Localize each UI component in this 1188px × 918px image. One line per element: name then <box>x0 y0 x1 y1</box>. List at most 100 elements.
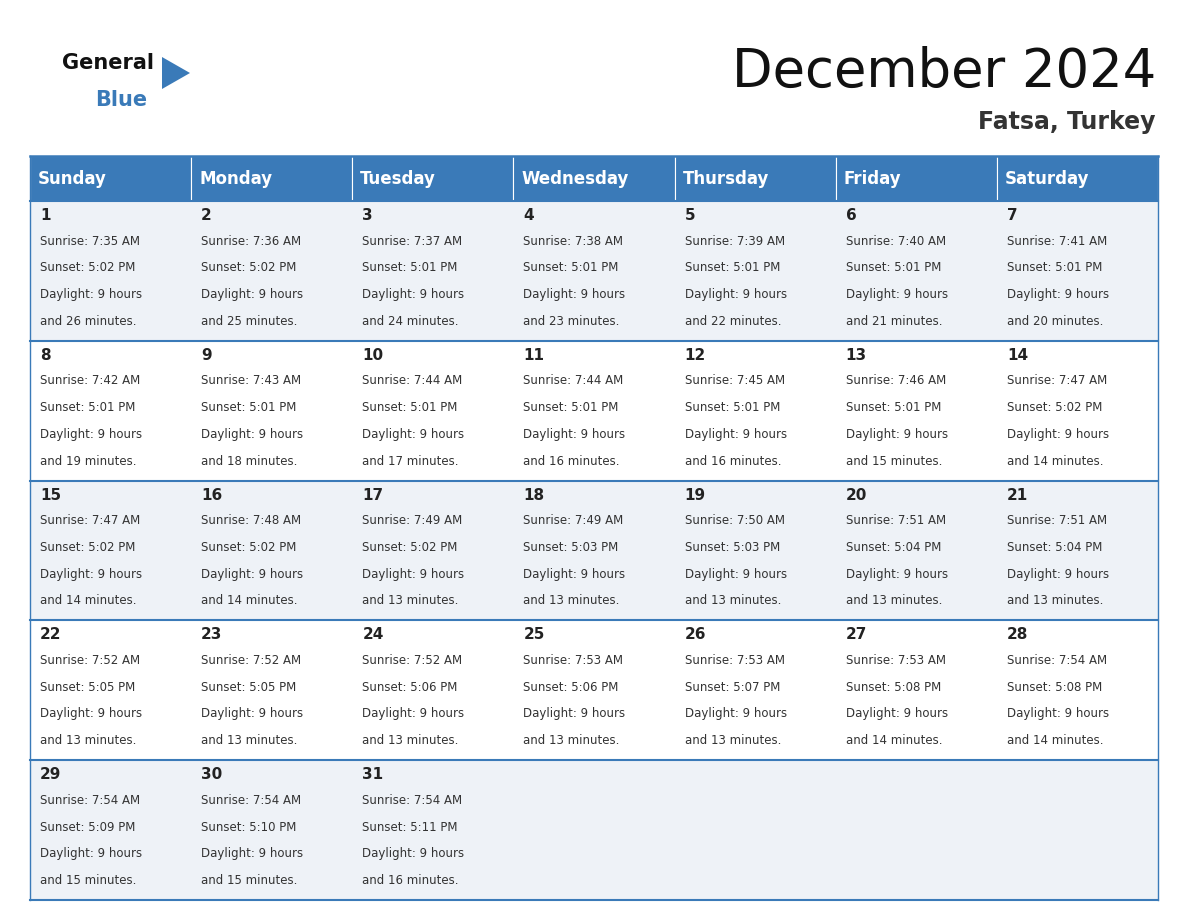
Text: Daylight: 9 hours: Daylight: 9 hours <box>362 847 465 860</box>
Text: 21: 21 <box>1007 487 1028 502</box>
Text: Sunset: 5:06 PM: Sunset: 5:06 PM <box>362 681 457 694</box>
Text: Sunset: 5:02 PM: Sunset: 5:02 PM <box>40 262 135 274</box>
Text: 6: 6 <box>846 208 857 223</box>
Text: Sunset: 5:02 PM: Sunset: 5:02 PM <box>362 541 457 554</box>
Text: Sunset: 5:04 PM: Sunset: 5:04 PM <box>1007 541 1102 554</box>
Text: Sunset: 5:01 PM: Sunset: 5:01 PM <box>846 401 941 414</box>
Text: Daylight: 9 hours: Daylight: 9 hours <box>201 567 303 581</box>
Bar <box>997 201 1158 341</box>
Bar <box>835 201 997 341</box>
Text: 9: 9 <box>201 348 211 363</box>
Text: Daylight: 9 hours: Daylight: 9 hours <box>1007 567 1108 581</box>
Text: Daylight: 9 hours: Daylight: 9 hours <box>40 428 143 441</box>
Text: and 14 minutes.: and 14 minutes. <box>846 734 942 747</box>
Text: Sunset: 5:10 PM: Sunset: 5:10 PM <box>201 821 297 834</box>
Text: 7: 7 <box>1007 208 1017 223</box>
Text: 22: 22 <box>40 627 62 643</box>
Text: Sunset: 5:02 PM: Sunset: 5:02 PM <box>201 541 297 554</box>
Text: 28: 28 <box>1007 627 1029 643</box>
Text: and 22 minutes.: and 22 minutes. <box>684 315 781 328</box>
Bar <box>191 201 353 341</box>
Text: Sunrise: 7:47 AM: Sunrise: 7:47 AM <box>40 514 140 527</box>
Bar <box>675 341 835 481</box>
Bar <box>30 156 191 201</box>
Text: and 14 minutes.: and 14 minutes. <box>1007 454 1104 467</box>
Bar <box>353 760 513 900</box>
Text: and 13 minutes.: and 13 minutes. <box>362 594 459 608</box>
Text: 31: 31 <box>362 767 384 782</box>
Text: General: General <box>62 53 154 73</box>
Text: 26: 26 <box>684 627 706 643</box>
Bar <box>191 156 353 201</box>
Text: 27: 27 <box>846 627 867 643</box>
Text: and 21 minutes.: and 21 minutes. <box>846 315 942 328</box>
Text: Sunrise: 7:54 AM: Sunrise: 7:54 AM <box>201 794 302 807</box>
Bar <box>997 156 1158 201</box>
Text: Sunset: 5:06 PM: Sunset: 5:06 PM <box>524 681 619 694</box>
Text: Sunset: 5:04 PM: Sunset: 5:04 PM <box>846 541 941 554</box>
Bar <box>835 621 997 760</box>
Bar <box>191 341 353 481</box>
Text: and 17 minutes.: and 17 minutes. <box>362 454 459 467</box>
Text: and 13 minutes.: and 13 minutes. <box>362 734 459 747</box>
Text: Sunrise: 7:53 AM: Sunrise: 7:53 AM <box>524 655 624 667</box>
Text: Daylight: 9 hours: Daylight: 9 hours <box>524 288 626 301</box>
Text: and 16 minutes.: and 16 minutes. <box>362 874 459 887</box>
Text: 23: 23 <box>201 627 222 643</box>
Text: and 13 minutes.: and 13 minutes. <box>1007 594 1104 608</box>
Text: Daylight: 9 hours: Daylight: 9 hours <box>846 708 948 721</box>
Text: Sunrise: 7:47 AM: Sunrise: 7:47 AM <box>1007 375 1107 387</box>
Text: Daylight: 9 hours: Daylight: 9 hours <box>1007 428 1108 441</box>
Text: 13: 13 <box>846 348 867 363</box>
Text: Sunset: 5:01 PM: Sunset: 5:01 PM <box>684 262 781 274</box>
Text: and 18 minutes.: and 18 minutes. <box>201 454 297 467</box>
Text: Sunset: 5:02 PM: Sunset: 5:02 PM <box>40 541 135 554</box>
Bar <box>191 621 353 760</box>
Bar <box>835 156 997 201</box>
Text: Daylight: 9 hours: Daylight: 9 hours <box>846 288 948 301</box>
Text: Sunrise: 7:51 AM: Sunrise: 7:51 AM <box>1007 514 1107 527</box>
Text: Daylight: 9 hours: Daylight: 9 hours <box>684 567 786 581</box>
Text: Blue: Blue <box>95 90 147 110</box>
Text: Sunrise: 7:53 AM: Sunrise: 7:53 AM <box>846 655 946 667</box>
Text: Sunset: 5:07 PM: Sunset: 5:07 PM <box>684 681 781 694</box>
Bar <box>835 481 997 621</box>
Text: Fatsa, Turkey: Fatsa, Turkey <box>979 110 1156 134</box>
Bar <box>353 341 513 481</box>
Text: Sunrise: 7:52 AM: Sunrise: 7:52 AM <box>201 655 302 667</box>
Text: and 23 minutes.: and 23 minutes. <box>524 315 620 328</box>
Text: Sunset: 5:01 PM: Sunset: 5:01 PM <box>362 262 457 274</box>
Text: Sunset: 5:01 PM: Sunset: 5:01 PM <box>524 401 619 414</box>
Text: Daylight: 9 hours: Daylight: 9 hours <box>1007 288 1108 301</box>
Text: Saturday: Saturday <box>1005 170 1089 187</box>
Text: Sunset: 5:03 PM: Sunset: 5:03 PM <box>684 541 779 554</box>
Text: Daylight: 9 hours: Daylight: 9 hours <box>524 567 626 581</box>
Text: Sunrise: 7:41 AM: Sunrise: 7:41 AM <box>1007 235 1107 248</box>
Bar <box>30 621 191 760</box>
Text: Sunrise: 7:45 AM: Sunrise: 7:45 AM <box>684 375 785 387</box>
Bar <box>30 760 191 900</box>
Text: and 25 minutes.: and 25 minutes. <box>201 315 297 328</box>
Text: and 15 minutes.: and 15 minutes. <box>846 454 942 467</box>
Text: Sunrise: 7:39 AM: Sunrise: 7:39 AM <box>684 235 785 248</box>
Text: and 19 minutes.: and 19 minutes. <box>40 454 137 467</box>
Text: and 26 minutes.: and 26 minutes. <box>40 315 137 328</box>
Text: Sunrise: 7:49 AM: Sunrise: 7:49 AM <box>362 514 462 527</box>
Polygon shape <box>162 57 190 89</box>
Text: Sunrise: 7:53 AM: Sunrise: 7:53 AM <box>684 655 784 667</box>
Text: and 14 minutes.: and 14 minutes. <box>40 594 137 608</box>
Bar <box>353 201 513 341</box>
Text: Sunrise: 7:40 AM: Sunrise: 7:40 AM <box>846 235 946 248</box>
Text: and 24 minutes.: and 24 minutes. <box>362 315 459 328</box>
Text: Sunset: 5:01 PM: Sunset: 5:01 PM <box>201 401 297 414</box>
Text: Daylight: 9 hours: Daylight: 9 hours <box>846 567 948 581</box>
Text: and 16 minutes.: and 16 minutes. <box>524 454 620 467</box>
Text: Daylight: 9 hours: Daylight: 9 hours <box>201 428 303 441</box>
Bar <box>513 481 675 621</box>
Text: Daylight: 9 hours: Daylight: 9 hours <box>684 288 786 301</box>
Bar <box>191 760 353 900</box>
Text: Thursday: Thursday <box>683 170 769 187</box>
Text: Sunset: 5:11 PM: Sunset: 5:11 PM <box>362 821 457 834</box>
Text: Sunrise: 7:46 AM: Sunrise: 7:46 AM <box>846 375 946 387</box>
Text: 14: 14 <box>1007 348 1028 363</box>
